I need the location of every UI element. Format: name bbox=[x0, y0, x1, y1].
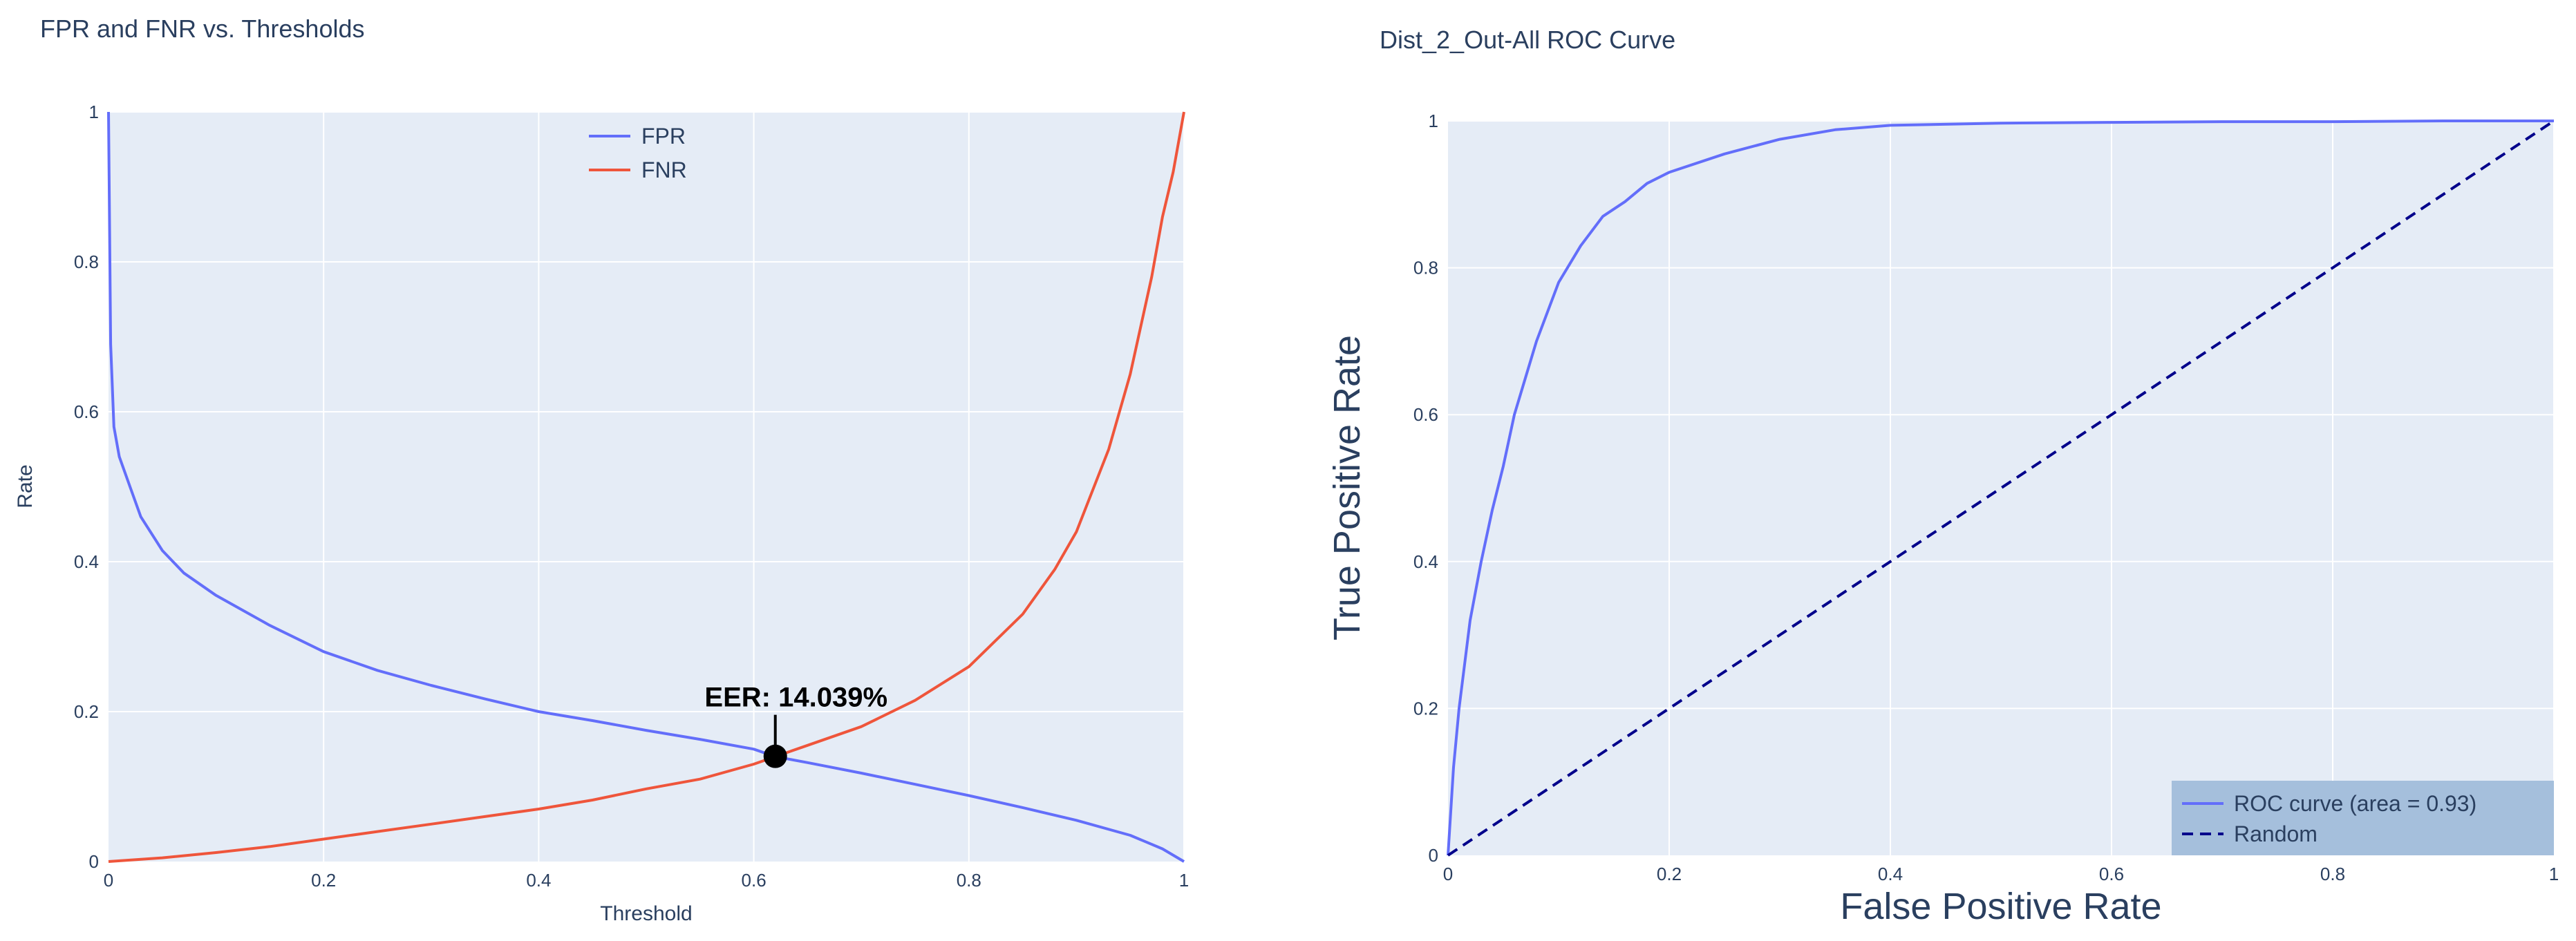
y-tick-label: 0.4 bbox=[1413, 551, 1438, 572]
y-axis-label: True Positive Rate bbox=[1326, 335, 1368, 640]
y-tick-label: 0 bbox=[89, 851, 99, 872]
series-line-roc-curve-area-0-93 bbox=[1447, 120, 2554, 856]
legend-label-fpr: FPR bbox=[641, 124, 686, 149]
y-tick-labels: 0 0.2 0.4 0.6 0.8 1 bbox=[1413, 111, 1438, 866]
y-tick-label: 0.2 bbox=[74, 701, 99, 722]
x-tick-label: 1 bbox=[1179, 870, 1189, 891]
x-tick-label: 0 bbox=[104, 870, 113, 891]
chart-roc: Dist_2_Out-All ROC Curve 0 0.2 0.4 0.6 0.8 1 … bbox=[1326, 26, 2559, 927]
x-tick-labels: 0 0.2 0.4 0.6 0.8 1 bbox=[1443, 864, 2559, 884]
legend-label-roc: ROC curve (area = 0.93) bbox=[2234, 791, 2476, 816]
eer-annotation: EER: 14.039% bbox=[704, 683, 887, 768]
x-tick-label: 0.4 bbox=[1878, 864, 1903, 884]
legend-label-random: Random bbox=[2234, 821, 2318, 846]
eer-point bbox=[763, 744, 787, 768]
x-tick-label: 0.8 bbox=[2320, 864, 2345, 884]
legend-box bbox=[579, 119, 712, 195]
y-tick-label: 0 bbox=[1429, 845, 1438, 866]
y-tick-label: 0.6 bbox=[74, 401, 99, 422]
x-tick-labels: 0 0.2 0.4 0.6 0.8 1 bbox=[104, 870, 1189, 891]
eer-label: EER: 14.039% bbox=[704, 683, 887, 713]
x-tick-label: 1 bbox=[2549, 864, 2559, 884]
x-tick-label: 0.4 bbox=[526, 870, 551, 891]
x-tick-label: 0.8 bbox=[957, 870, 981, 891]
series-layer bbox=[1447, 120, 2555, 857]
x-tick-label: 0.6 bbox=[2099, 864, 2124, 884]
y-tick-label: 1 bbox=[1429, 111, 1438, 131]
x-tick-label: 0.2 bbox=[311, 870, 336, 891]
series-line-random bbox=[1447, 120, 2555, 857]
y-tick-label: 0.2 bbox=[1413, 698, 1438, 719]
chart-title: Dist_2_Out-All ROC Curve bbox=[1380, 26, 1675, 54]
y-tick-labels: 0 0.2 0.4 0.6 0.8 1 bbox=[74, 102, 99, 872]
x-tick-label: 0 bbox=[1443, 864, 1453, 884]
legend-box bbox=[2172, 781, 2554, 855]
x-tick-label: 0.6 bbox=[742, 870, 767, 891]
chart-title: FPR and FNR vs. Thresholds bbox=[40, 15, 365, 43]
legend-label-fnr: FNR bbox=[641, 158, 687, 182]
x-tick-label: 0.2 bbox=[1657, 864, 1682, 884]
legend: FPR FNR bbox=[579, 119, 712, 195]
plot-area bbox=[109, 112, 1184, 862]
chart-fpr-fnr: FPR and FNR vs. Thresholds 0 0.2 0.4 0.6 0.8… bbox=[14, 15, 1189, 925]
grid-lines bbox=[1448, 120, 2555, 855]
y-axis-label: Rate bbox=[14, 464, 37, 508]
grid-lines bbox=[109, 111, 1185, 862]
series-line-fpr bbox=[107, 111, 1185, 863]
x-axis-label: Threshold bbox=[600, 902, 692, 925]
y-tick-label: 0.8 bbox=[74, 251, 99, 272]
y-tick-label: 0.4 bbox=[74, 551, 99, 572]
legend: ROC curve (area = 0.93) Random bbox=[2172, 781, 2554, 855]
x-axis-label: False Positive Rate bbox=[1840, 886, 2161, 927]
y-tick-label: 0.6 bbox=[1413, 404, 1438, 425]
y-tick-label: 1 bbox=[89, 102, 99, 122]
y-tick-label: 0.8 bbox=[1413, 258, 1438, 278]
